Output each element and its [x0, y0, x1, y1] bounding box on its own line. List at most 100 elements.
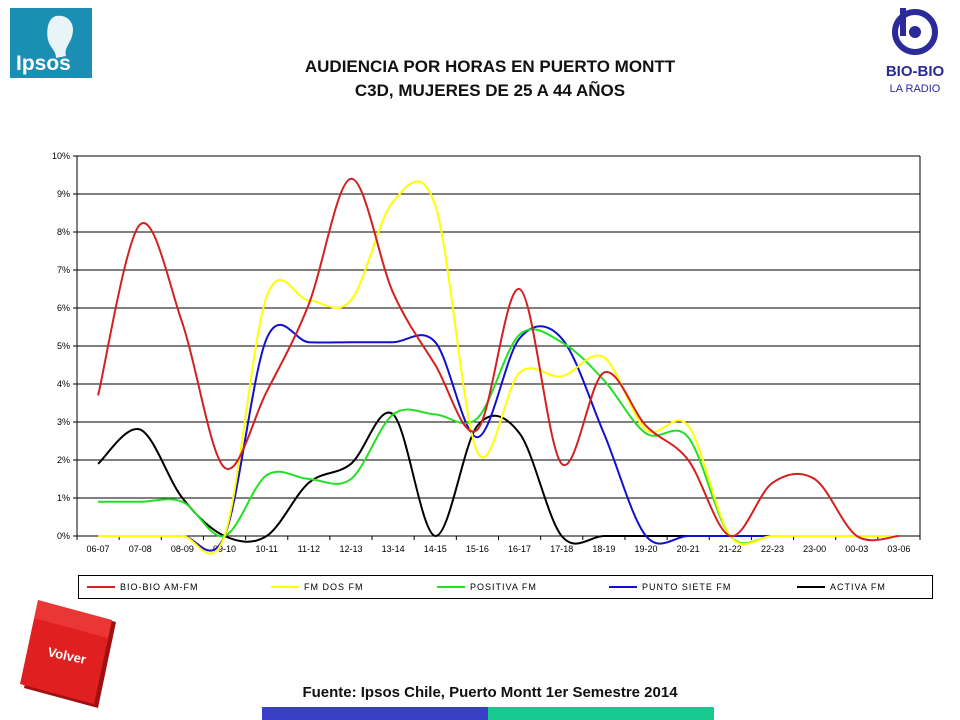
data-point-punto-siete-fm: [561, 338, 563, 340]
data-point-fm-dos-fm: [224, 535, 226, 537]
legend-swatch-bio-bio: [87, 586, 115, 588]
data-point-positiva-fm: [603, 379, 605, 381]
x-tick-label: 09-10: [213, 544, 236, 554]
data-point-bio-bio-am-fm: [434, 364, 436, 366]
data-point-bio-bio-am-fm: [308, 303, 310, 305]
data-point-fm-dos-fm: [687, 425, 689, 427]
data-point-activa-fm: [561, 535, 563, 537]
data-point-bio-bio-am-fm: [224, 467, 226, 469]
x-tick-label: 17-18: [550, 544, 573, 554]
x-tick-label: 12-13: [339, 544, 362, 554]
legend-label: FM DOS FM: [304, 582, 364, 592]
data-point-punto-siete-fm: [308, 341, 310, 343]
y-tick-label: 6%: [57, 303, 70, 313]
x-tick-label: 22-23: [761, 544, 784, 554]
data-point-positiva-fm: [477, 417, 479, 419]
data-point-bio-bio-am-fm: [477, 429, 479, 431]
y-tick-label: 8%: [57, 227, 70, 237]
data-point-bio-bio-am-fm: [182, 322, 184, 324]
legend-label: POSITIVA FM: [470, 582, 537, 592]
data-point-positiva-fm: [97, 501, 99, 503]
data-point-activa-fm: [266, 535, 268, 537]
data-point-bio-bio-am-fm: [350, 178, 352, 180]
y-tick-label: 2%: [57, 455, 70, 465]
data-point-bio-bio-am-fm: [266, 391, 268, 393]
data-point-fm-dos-fm: [519, 372, 521, 374]
x-tick-label: 14-15: [424, 544, 447, 554]
data-point-punto-siete-fm: [603, 433, 605, 435]
data-point-bio-bio-am-fm: [687, 459, 689, 461]
biobio-logo: BIO-BIO LA RADIO: [886, 8, 944, 95]
x-tick-label: 20-21: [677, 544, 700, 554]
data-point-fm-dos-fm: [139, 535, 141, 537]
y-tick-label: 1%: [57, 493, 70, 503]
data-point-fm-dos-fm: [772, 535, 774, 537]
data-point-positiva-fm: [687, 436, 689, 438]
data-point-punto-siete-fm: [434, 341, 436, 343]
data-point-activa-fm: [182, 497, 184, 499]
data-point-bio-bio-am-fm: [814, 478, 816, 480]
x-tick-label: 19-20: [635, 544, 658, 554]
data-point-positiva-fm: [434, 414, 436, 416]
legend-label: PUNTO SIETE FM: [642, 582, 732, 592]
legend-label: ACTIVA FM: [830, 582, 886, 592]
volver-button[interactable]: Volver: [20, 600, 120, 710]
x-tick-label: 13-14: [382, 544, 405, 554]
chart-legend: BIO-BIO AM-FM FM DOS FM POSITIVA FM PUNT…: [78, 575, 933, 599]
data-point-activa-fm: [603, 535, 605, 537]
y-tick-label: 5%: [57, 341, 70, 351]
data-point-punto-siete-fm: [519, 338, 521, 340]
data-point-positiva-fm: [266, 474, 268, 476]
ipsos-logo-text: Ipsos: [16, 52, 71, 75]
ipsos-logo: Ipsos: [10, 8, 92, 78]
x-tick-label: 23-00: [803, 544, 826, 554]
y-tick-label: 3%: [57, 417, 70, 427]
data-point-fm-dos-fm: [477, 452, 479, 454]
data-point-activa-fm: [434, 535, 436, 537]
data-point-fm-dos-fm: [645, 429, 647, 431]
data-point-fm-dos-fm: [182, 535, 184, 537]
data-point-positiva-fm: [392, 414, 394, 416]
legend-label: BIO-BIO AM-FM: [120, 582, 199, 592]
series-line-bio-bio-am-fm: [97, 177, 899, 542]
legend-swatch-positiva: [437, 586, 465, 588]
x-tick-label: 18-19: [592, 544, 615, 554]
data-point-punto-siete-fm: [350, 341, 352, 343]
chart-title-line1: AUDIENCIA POR HORAS EN PUERTO MONTT: [304, 57, 676, 76]
data-point-fm-dos-fm: [814, 535, 816, 537]
y-tick-label: 7%: [57, 265, 70, 275]
data-point-activa-fm: [97, 463, 99, 465]
data-point-fm-dos-fm: [97, 535, 99, 537]
legend-swatch-activa: [797, 586, 825, 588]
data-point-fm-dos-fm: [392, 201, 394, 203]
x-tick-label: 16-17: [508, 544, 531, 554]
chart-title-line2: C3D, MUJERES DE 25 A 44 AÑOS: [354, 81, 626, 100]
x-tick-label: 00-03: [845, 544, 868, 554]
data-point-positiva-fm: [182, 501, 184, 503]
y-tick-label: 4%: [57, 379, 70, 389]
data-point-punto-siete-fm: [266, 338, 268, 340]
data-point-fm-dos-fm: [561, 376, 563, 378]
data-point-activa-fm: [477, 425, 479, 427]
x-tick-label: 11-12: [298, 544, 320, 554]
data-point-positiva-fm: [519, 334, 521, 336]
chart-title: AUDIENCIA POR HORAS EN PUERTO MONTT C3D,…: [200, 55, 780, 103]
data-point-bio-bio-am-fm: [898, 535, 900, 537]
y-tick-label: 9%: [57, 189, 70, 199]
data-point-fm-dos-fm: [266, 296, 268, 298]
data-point-bio-bio-am-fm: [392, 292, 394, 294]
y-tick-label: 10%: [52, 151, 70, 161]
data-point-activa-fm: [519, 433, 521, 435]
line-chart: 0% 1% 2% 3% 4% 5% 6% 7% 8% 9% 10% 06-07 07-08 08-09 09…: [52, 151, 921, 555]
data-point-bio-bio-am-fm: [561, 463, 563, 465]
x-tick-label: 15-16: [466, 544, 489, 554]
data-point-bio-bio-am-fm: [97, 395, 99, 397]
data-point-positiva-fm: [350, 478, 352, 480]
data-point-bio-bio-am-fm: [519, 288, 521, 290]
data-point-punto-siete-fm: [477, 436, 479, 438]
y-tick-label: 0%: [57, 531, 70, 541]
data-point-positiva-fm: [308, 478, 310, 480]
data-point-bio-bio-am-fm: [645, 425, 647, 427]
footer-bar-green: [488, 707, 714, 720]
data-point-activa-fm: [350, 463, 352, 465]
